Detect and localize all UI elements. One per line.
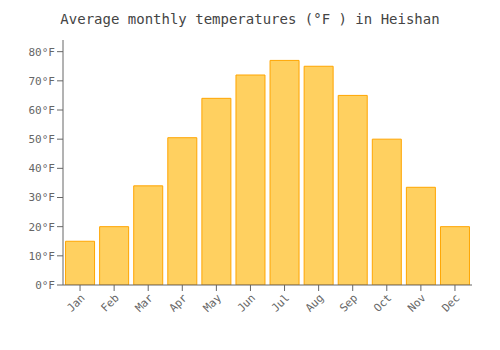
svg-text:40°F: 40°F <box>29 162 56 175</box>
svg-text:Jan: Jan <box>64 291 87 314</box>
svg-text:Sep: Sep <box>337 291 360 314</box>
svg-text:Oct: Oct <box>371 291 394 314</box>
svg-text:Jul: Jul <box>269 291 292 314</box>
svg-text:Mar: Mar <box>133 291 157 315</box>
svg-text:0°F: 0°F <box>35 279 55 292</box>
svg-text:Feb: Feb <box>99 291 122 314</box>
svg-text:10°F: 10°F <box>29 250 56 263</box>
svg-text:80°F: 80°F <box>29 46 56 59</box>
svg-text:Dec: Dec <box>439 291 462 314</box>
svg-text:May: May <box>201 291 225 315</box>
svg-text:70°F: 70°F <box>29 75 56 88</box>
svg-text:20°F: 20°F <box>29 221 56 234</box>
svg-text:30°F: 30°F <box>29 191 56 204</box>
svg-text:Apr: Apr <box>167 291 191 315</box>
svg-text:Aug: Aug <box>303 291 326 314</box>
html-text:Average monthly temperatures (: Average monthly temperatures (°F ) in He… <box>60 11 440 27</box>
svg-text:Nov: Nov <box>405 291 429 315</box>
svg-text:50°F: 50°F <box>29 133 56 146</box>
svg-text:60°F: 60°F <box>29 104 56 117</box>
svg-text:Jun: Jun <box>235 291 258 314</box>
